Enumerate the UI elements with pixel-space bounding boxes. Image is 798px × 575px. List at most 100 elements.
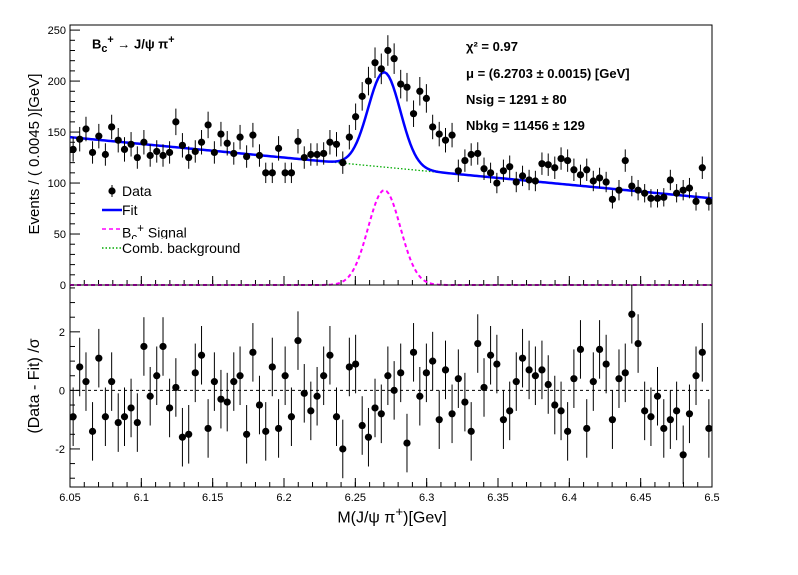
pull-point xyxy=(602,360,610,368)
pull-point xyxy=(538,366,546,374)
pull-point xyxy=(679,451,687,459)
pull-point xyxy=(249,348,257,356)
pull-point xyxy=(345,363,353,371)
pull-point xyxy=(544,380,552,389)
data-point xyxy=(307,150,315,159)
data-point xyxy=(300,153,308,162)
mu-annotation: μ = (6.2703 ± 0.0015) [GeV] xyxy=(466,66,630,81)
data-point xyxy=(435,130,443,138)
pull-point xyxy=(101,413,109,421)
chi2-annotation: χ² = 0.97 xyxy=(466,39,518,54)
data-point xyxy=(397,80,405,88)
data-point xyxy=(120,145,129,153)
pull-point xyxy=(358,421,366,430)
data-point xyxy=(95,132,103,140)
pull-point xyxy=(576,345,585,354)
pull-point xyxy=(294,337,302,345)
top-y-tick-label: 0 xyxy=(60,280,66,292)
pull-point xyxy=(692,372,700,380)
pull-point xyxy=(641,407,649,415)
data-point xyxy=(165,148,174,157)
pull-point xyxy=(467,427,475,435)
pull-point xyxy=(628,310,636,318)
top-data-points xyxy=(69,35,713,211)
pull-point xyxy=(377,410,385,418)
data-point xyxy=(506,163,514,171)
legend-label-box: Fit xyxy=(122,202,138,218)
data-point xyxy=(403,83,411,91)
data-point xyxy=(608,195,617,203)
data-point xyxy=(287,169,296,177)
x-tick-label: 6.35 xyxy=(487,492,508,504)
data-point xyxy=(621,157,629,165)
top-axes: 0 50 100 150 200 250 xyxy=(48,25,713,292)
pull-point xyxy=(409,348,418,356)
pull-point xyxy=(647,413,655,421)
pull-point xyxy=(281,372,289,380)
bottom-pad-frame xyxy=(69,284,713,488)
data-point xyxy=(416,87,424,95)
data-point xyxy=(628,182,636,190)
data-point xyxy=(249,131,257,139)
pull-point xyxy=(140,342,148,351)
pull-point xyxy=(474,339,482,348)
pull-point xyxy=(705,424,713,433)
data-point xyxy=(197,138,206,146)
bottom-data-points xyxy=(69,285,713,485)
data-point xyxy=(281,169,289,177)
data-point xyxy=(114,136,122,144)
pull-point xyxy=(435,416,443,424)
top-y-axis-label: Events / ( 0.0045 )[GeV] xyxy=(26,73,43,235)
data-point xyxy=(82,125,90,133)
data-point xyxy=(243,152,251,161)
legend-label-box: Bc+ Signal xyxy=(122,222,187,239)
pull-point xyxy=(165,404,174,412)
data-point xyxy=(531,177,539,185)
channel-annotation-box: Bc+ → J/ψ π+ xyxy=(92,34,175,55)
pull-point xyxy=(480,383,488,392)
data-point xyxy=(641,189,649,197)
legend-label: Bc+ Signal xyxy=(122,222,187,239)
data-point xyxy=(294,137,302,145)
bottom-ylabel-box: (Data - Fit) /σ xyxy=(26,338,43,433)
pull-point xyxy=(698,348,706,356)
nbkg-annotation: Nbkg = 11456 ± 129 xyxy=(466,118,585,133)
pull-point xyxy=(666,416,674,424)
bottom-y-tick-label: 2 xyxy=(59,327,65,339)
data-point xyxy=(666,176,674,184)
data-point xyxy=(384,46,392,55)
data-point xyxy=(467,150,475,159)
pull-point xyxy=(339,445,347,453)
data-point xyxy=(461,157,469,165)
data-point xyxy=(345,133,353,141)
pull-point xyxy=(268,363,276,371)
data-point xyxy=(647,194,655,202)
pull-point xyxy=(133,418,141,427)
pull-point xyxy=(178,433,187,441)
legend-label-box: Comb. background xyxy=(122,240,240,256)
data-point xyxy=(525,176,533,184)
top-y-tick-label: 50 xyxy=(54,229,66,241)
pull-point xyxy=(76,363,84,371)
data-point xyxy=(274,144,283,152)
x-tick-label: 6.4 xyxy=(562,492,577,504)
pull-point xyxy=(326,351,334,359)
pull-point xyxy=(557,407,565,415)
data-point xyxy=(634,186,642,194)
pull-point xyxy=(217,395,225,403)
data-point xyxy=(332,140,341,148)
channel-annotation: Bc+ → J/ψ π+ xyxy=(92,34,175,55)
data-point xyxy=(146,151,154,160)
x-tick-label: 6.45 xyxy=(630,492,651,504)
pull-point xyxy=(634,339,642,348)
data-point xyxy=(705,197,713,205)
pull-point xyxy=(223,398,231,406)
pull-point xyxy=(287,413,296,421)
pull-point xyxy=(525,366,533,374)
data-point xyxy=(108,123,116,131)
data-point xyxy=(153,147,161,156)
top-ylabel-box: Events / ( 0.0045 )[GeV] xyxy=(26,73,43,235)
data-point xyxy=(595,174,604,182)
pull-point xyxy=(120,413,129,421)
